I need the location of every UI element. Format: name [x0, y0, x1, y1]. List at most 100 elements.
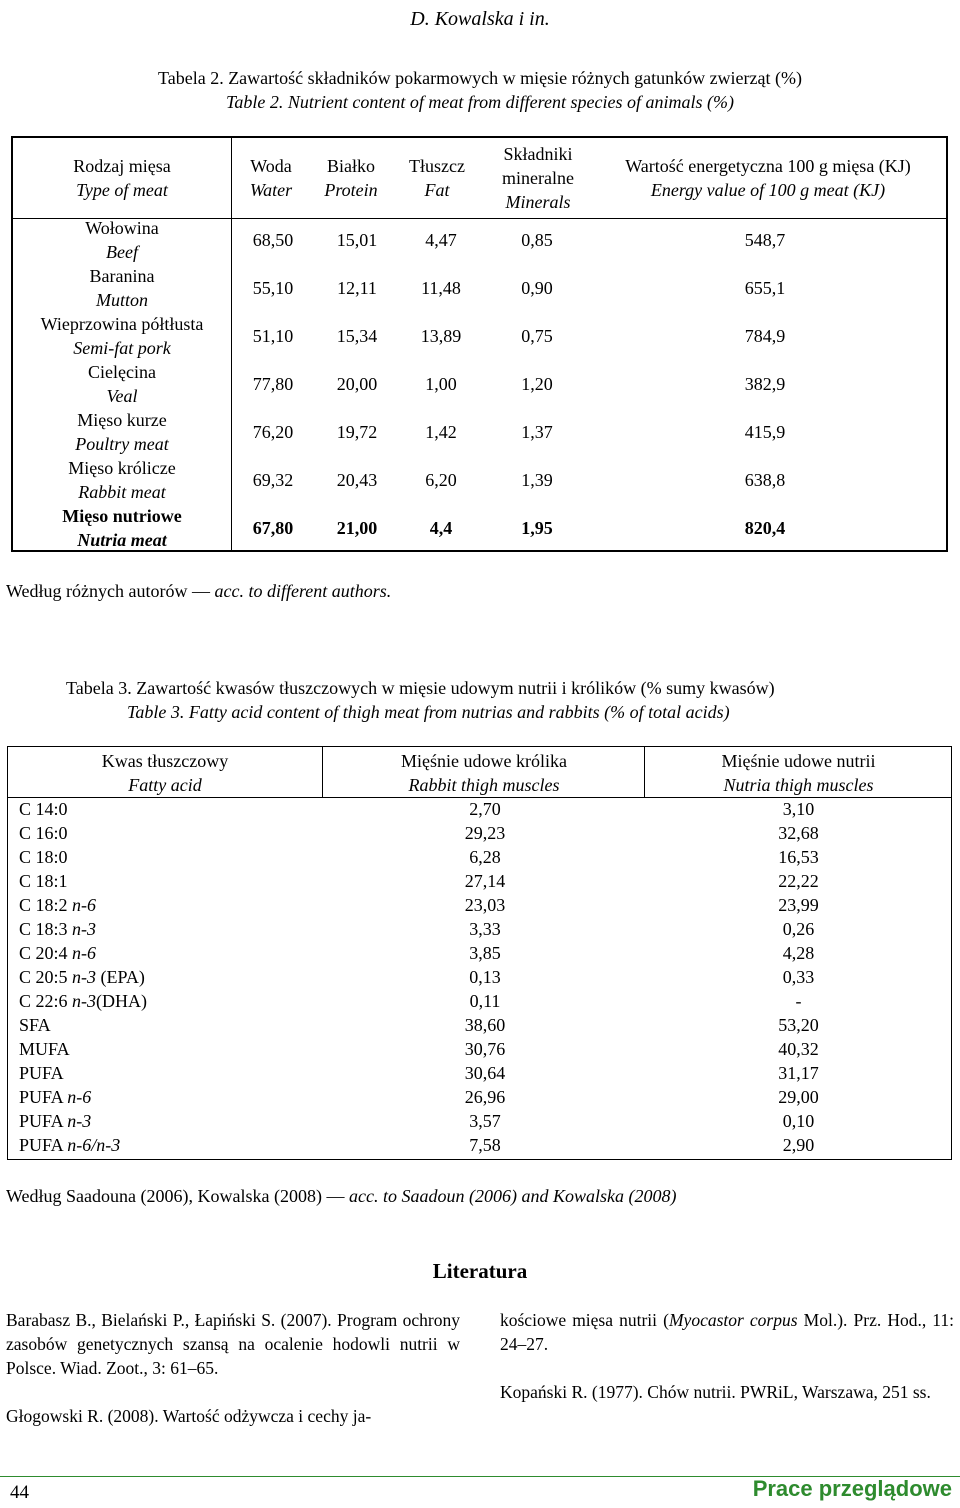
- ref-cont-b: Mol.). Prz. Hod., 11: 24–27.: [500, 1310, 955, 1354]
- fatty-acid-name: C 18:1: [19, 871, 68, 891]
- meat-type-en: Poultry meat: [75, 434, 169, 454]
- table2-source-en: acc. to different authors.: [214, 581, 392, 601]
- header-fat-pl: Tłuszcz: [409, 156, 465, 176]
- fatty-acid-name: PUFA: [19, 1135, 68, 1155]
- rabbit-value: 26,96: [464, 1087, 506, 1107]
- meat-type-pl: Cielęcina: [88, 362, 156, 382]
- header-rabbit-pl: Mięśnie udowe królika: [401, 751, 567, 771]
- water-value: 68,50: [252, 230, 294, 250]
- table3-source-note: Według Saadouna (2006), Kowalska (2008) …: [6, 1186, 677, 1206]
- fat-value: 1,00: [425, 374, 457, 394]
- table2-caption-pl: Tabela 2. Zawartość składników pokarmowy…: [157, 68, 803, 88]
- meat-type-pl: Mięso nutriowe: [62, 506, 182, 526]
- energy-value: 415,9: [744, 422, 786, 442]
- fatty-acid-omega: n-6/n-3: [67, 1135, 121, 1155]
- header-energy-pl: Wartość energetyczna 100 g mięsa (KJ): [625, 156, 911, 176]
- water-value: 76,20: [252, 422, 294, 442]
- table3-row: MUFA 30,76 40,32: [8, 1037, 951, 1061]
- header-protein: Białko Protein: [311, 154, 391, 202]
- meat-type-en: Veal: [106, 386, 138, 406]
- fatty-acid-cell: C 16:0: [19, 821, 68, 845]
- meat-type-pl: Wieprzowina półtłusta: [40, 314, 204, 334]
- fatty-acid-cell: C 18:1: [19, 869, 68, 893]
- fatty-acid-cell: PUFA n-3: [19, 1109, 91, 1133]
- table3-row: C 18:0 6,28 16,53: [8, 845, 951, 869]
- header-minerals-pl2: mineralne: [502, 168, 574, 188]
- table3-row: C 22:6 n-3(DHA) 0,11 -: [8, 989, 951, 1013]
- minerals-value: 0,90: [521, 278, 553, 298]
- rabbit-value: 6,28: [469, 847, 501, 867]
- fatty-acid-omega: n-3: [72, 919, 97, 939]
- fatty-acid-cell: C 18:3 n-3: [19, 917, 96, 941]
- fatty-acid-name: C 18:2: [19, 895, 73, 915]
- fatty-acid-omega: n-6: [67, 1087, 92, 1107]
- footer-rule: [0, 1476, 960, 1477]
- header-energy-en: Energy value of 100 g meat (KJ): [650, 180, 886, 200]
- fat-value: 4,4: [429, 518, 453, 538]
- header-minerals-pl1: Składniki: [503, 144, 573, 164]
- rabbit-value: 0,11: [469, 991, 501, 1011]
- header-water: Woda Water: [231, 154, 311, 202]
- water-value: 67,80: [252, 518, 294, 538]
- header-nutria-en: Nutria thigh muscles: [723, 775, 874, 795]
- table2-header-row: Rodzaj mięsa Type of meat Woda Water Bia…: [13, 138, 946, 219]
- fatty-acid-cell: C 20:5 n-3 (EPA): [19, 965, 145, 989]
- header-water-pl: Woda: [250, 156, 292, 176]
- table2-caption-en: Table 2. Nutrient content of meat from d…: [226, 92, 734, 112]
- literature-right-column: kościowe mięsa nutrii (Myocastor corpus …: [500, 1308, 954, 1404]
- fatty-acid-suffix: (DHA): [96, 991, 148, 1011]
- protein-value: 20,00: [336, 374, 378, 394]
- table3-caption-pl: Tabela 3. Zawartość kwasów tłuszczowych …: [66, 678, 775, 698]
- table3-caption-en: Table 3. Fatty acid content of thigh mea…: [127, 702, 730, 722]
- meat-type-pl: Mięso królicze: [68, 458, 176, 478]
- meat-type-en: Nutria meat: [77, 530, 167, 550]
- rabbit-value: 7,58: [469, 1135, 501, 1155]
- minerals-value: 0,75: [521, 326, 553, 346]
- fatty-acid-omega: n-6: [72, 895, 97, 915]
- fat-value: 11,48: [421, 278, 461, 298]
- fatty-acid-omega: n-3: [72, 991, 97, 1011]
- nutria-value: 23,99: [778, 895, 819, 915]
- fatty-acid-name: PUFA: [19, 1063, 64, 1083]
- fatty-acid-cell: PUFA: [19, 1061, 64, 1085]
- rabbit-value: 27,14: [464, 871, 506, 891]
- fatty-acid-name: C 20:4: [19, 943, 73, 963]
- fatty-acid-name: MUFA: [19, 1039, 70, 1059]
- page-number: 44: [10, 1482, 29, 1503]
- fatty-acid-cell: C 14:0: [19, 797, 68, 821]
- meat-type-en: Beef: [106, 242, 138, 262]
- nutria-value: 29,00: [778, 1087, 819, 1107]
- table3-row: PUFA n-3 3,57 0,10: [8, 1109, 951, 1133]
- table3-fatty-acids: Kwas tłuszczowy Fatty acid Mięśnie udowe…: [7, 746, 952, 1160]
- table2-row: Mięso królicze Rabbit meat 69,32 20,43 6,20 1…: [13, 456, 946, 504]
- nutria-value: 31,17: [778, 1063, 819, 1083]
- table3-row: PUFA 30,64 31,17: [8, 1061, 951, 1085]
- meat-type-cell: Wołowina Beef: [13, 216, 231, 264]
- header-rabbit-en: Rabbit thigh muscles: [408, 775, 560, 795]
- fatty-acid-cell: SFA: [19, 1013, 51, 1037]
- protein-value: 21,00: [336, 518, 378, 538]
- rabbit-value: 3,33: [469, 919, 501, 939]
- table3-row: C 20:4 n-6 3,85 4,28: [8, 941, 951, 965]
- meat-type-cell: Mięso kurze Poultry meat: [13, 408, 231, 456]
- minerals-value: 1,39: [521, 470, 553, 490]
- rabbit-value: 23,03: [464, 895, 506, 915]
- nutria-value: 16,53: [778, 847, 819, 867]
- header-rabbit: Mięśnie udowe królika Rabbit thigh muscl…: [324, 749, 644, 797]
- fatty-acid-suffix: (EPA): [96, 967, 145, 987]
- reference-kopanski: Kopański R. (1977). Chów nutrii. PWRiL, …: [500, 1382, 931, 1402]
- nutria-value: 4,28: [782, 943, 815, 963]
- energy-value: 655,1: [744, 278, 786, 298]
- meat-type-en: Mutton: [96, 290, 148, 310]
- table3-divider-2: [644, 747, 645, 797]
- rabbit-value: 0,13: [469, 967, 501, 987]
- header-fat: Tłuszcz Fat: [395, 154, 479, 202]
- minerals-value: 0,85: [521, 230, 553, 250]
- rabbit-value: 30,76: [464, 1039, 506, 1059]
- fatty-acid-name: SFA: [19, 1015, 51, 1035]
- rabbit-value: 2,70: [469, 799, 501, 819]
- header-protein-en: Protein: [324, 180, 378, 200]
- fatty-acid-name: C 18:3: [19, 919, 73, 939]
- fatty-acid-cell: PUFA n-6/n-3: [19, 1133, 120, 1157]
- literature-left-column: Barabasz B., Bielański P., Łapiński S. (…: [6, 1308, 460, 1428]
